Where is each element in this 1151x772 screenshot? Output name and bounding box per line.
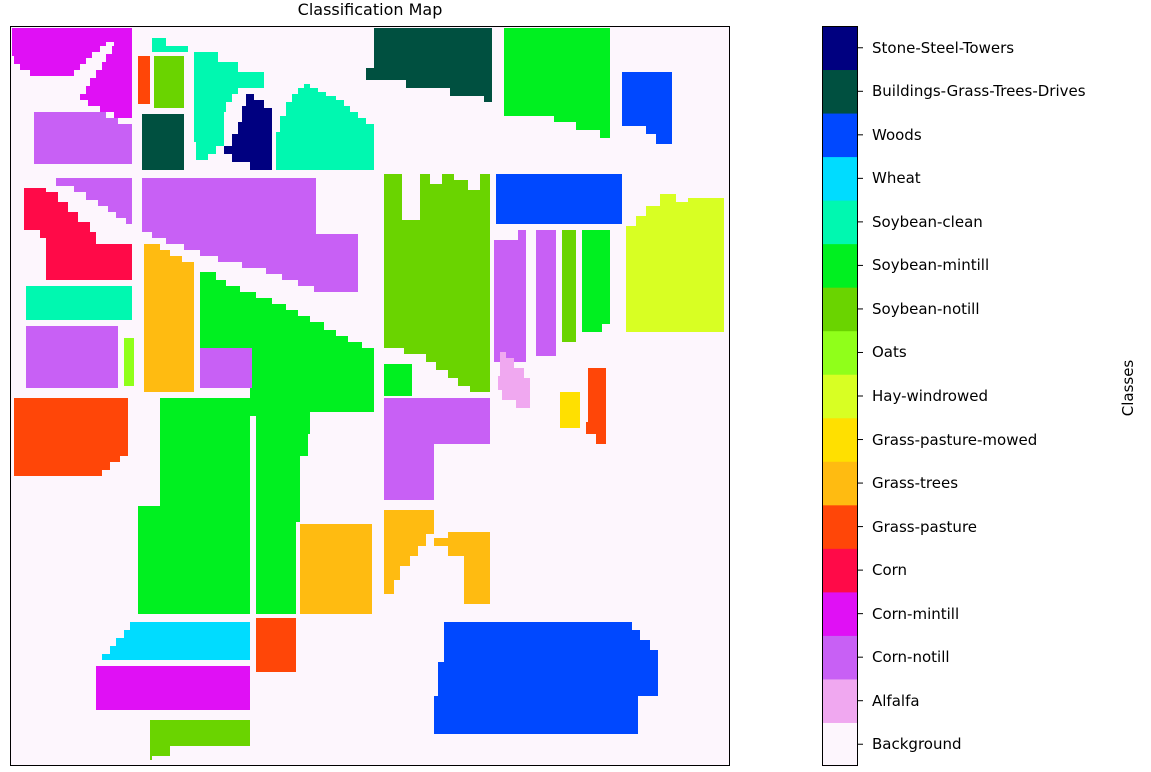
colorbar-swatch [822, 287, 858, 332]
region-corn-notill [26, 326, 118, 388]
colorbar-tick-label: Oats [872, 343, 907, 362]
region-soybean-notill [562, 230, 576, 342]
colorbar-tick-label: Grass-pasture [872, 517, 978, 536]
colorbar-tick-label: Soybean-clean [872, 212, 983, 231]
colorbar-swatch [822, 113, 858, 158]
colorbar-swatch [822, 156, 858, 201]
region-hay-windrowed [626, 194, 724, 332]
region-grass-pasture [138, 56, 150, 104]
region-soybean-mintill [384, 364, 412, 396]
region-corn [24, 188, 132, 280]
region-corn-notill [34, 112, 132, 164]
colorbar-tick-label: Soybean-notill [872, 299, 980, 318]
region-corn-mintill [80, 28, 132, 118]
colorbar-tick-label: Woods [872, 125, 922, 144]
region-corn-notill [494, 230, 526, 362]
region-soybean-clean [276, 84, 374, 170]
region-corn-notill [200, 348, 252, 388]
colorbar-swatch [822, 69, 858, 114]
region-woods [622, 72, 672, 144]
colorbar-swatch [822, 635, 858, 680]
colorbar-swatch [822, 548, 858, 593]
region-grass-pasture-mowed [560, 392, 580, 428]
region-woods [434, 622, 658, 734]
region-grass-trees [144, 244, 194, 392]
region-stone-steel-towers [224, 94, 272, 170]
region-soybean-clean [26, 286, 132, 320]
colorbar-tick-label: Background [872, 735, 962, 754]
region-soybean-clean [152, 38, 264, 160]
map-frame [10, 26, 730, 766]
colorbar-swatch [822, 722, 858, 767]
colorbar-swatch [822, 330, 858, 375]
colorbar-tick-label: Grass-trees [872, 474, 959, 493]
region-corn-mintill [12, 28, 122, 76]
region-corn-notill [384, 398, 490, 500]
colorbar-tick-label: Soybean-mintill [872, 256, 990, 275]
chart-title: Classification Map [297, 0, 443, 19]
region-soybean-mintill [582, 230, 610, 332]
region-woods [496, 174, 622, 224]
region-grass-pasture [14, 398, 128, 476]
region-buildings-grass-trees-drives [366, 28, 492, 102]
region-grass-trees [300, 524, 372, 614]
colorbar-tick-label: Grass-pasture-mowed [872, 430, 1038, 449]
region-soybean-mintill [138, 398, 250, 614]
region-oats [124, 338, 134, 386]
colorbar-swatches [822, 26, 858, 767]
region-corn-notill [536, 230, 556, 356]
colorbar-ticks [858, 47, 863, 745]
region-grass-pasture [586, 368, 606, 444]
colorbar [822, 26, 863, 767]
colorbar-tick-label: Alfalfa [872, 691, 920, 710]
colorbar-swatch [822, 374, 858, 419]
colorbar-swatch [822, 26, 858, 71]
colorbar-tick-label: Wheat [872, 169, 921, 188]
region-soybean-notill [384, 174, 490, 392]
colorbar-labels: Background Alfalfa Corn-notill Corn-mintill… [872, 26, 1132, 766]
colorbar-swatch [822, 243, 858, 288]
region-grass-trees [384, 510, 434, 594]
region-soybean-mintill [504, 28, 610, 138]
region-buildings-grass-trees-drives [142, 114, 184, 170]
colorbar-swatch [822, 591, 858, 636]
region-wheat [102, 622, 250, 660]
colorbar-tick-label: Corn-mintill [872, 604, 960, 623]
colorbar-tick-label: Corn-notill [872, 648, 950, 667]
colorbar-frame [822, 26, 858, 766]
colorbar-swatch [822, 461, 858, 506]
region-alfalfa [498, 352, 530, 408]
region-corn-mintill [96, 666, 250, 710]
colorbar-tick-label: Stone-Steel-Towers [872, 38, 1015, 57]
colorbar-axis-label: Classes [1119, 359, 1137, 417]
colorbar-swatch [822, 200, 858, 245]
region-soybean-notill [150, 720, 250, 760]
colorbar-swatch [822, 417, 858, 462]
colorbar-swatch [822, 504, 858, 549]
colorbar-tick-label: Corn [872, 561, 908, 580]
colorbar-tick-label: Buildings-Grass-Trees-Drives [872, 82, 1086, 101]
region-soybean-notill [154, 56, 184, 108]
classification-map [10, 26, 730, 766]
region-corn-notill [56, 178, 132, 224]
region-corn-notill [142, 178, 358, 292]
colorbar-tick-label: Hay-windrowed [872, 387, 988, 405]
region-grass-pasture [256, 618, 296, 672]
colorbar-swatch [822, 678, 858, 723]
region-grass-trees [434, 532, 490, 604]
map-regions [12, 28, 724, 760]
